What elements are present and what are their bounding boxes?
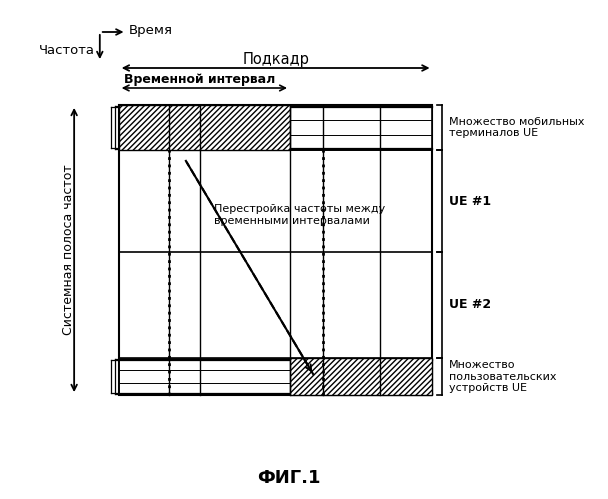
Bar bbox=[119, 358, 432, 370]
Text: ФИГ.1: ФИГ.1 bbox=[257, 469, 320, 487]
Text: Множество мобильных
терминалов UE: Множество мобильных терминалов UE bbox=[449, 117, 584, 138]
Text: UE #2: UE #2 bbox=[449, 298, 491, 311]
Text: Множество
пользовательских
устройств UE: Множество пользовательских устройств UE bbox=[449, 360, 556, 393]
Bar bbox=[119, 105, 432, 395]
Bar bbox=[119, 358, 432, 395]
Bar bbox=[290, 358, 432, 395]
Bar bbox=[119, 370, 432, 383]
Text: UE #1: UE #1 bbox=[449, 195, 491, 208]
Text: Время: Время bbox=[128, 23, 172, 36]
Text: Системная полоса частот: Системная полоса частот bbox=[62, 165, 75, 335]
Bar bbox=[119, 105, 432, 150]
Text: Частота: Частота bbox=[39, 43, 95, 56]
Text: Перестройка частоты между
временными интервалами: Перестройка частоты между временными инт… bbox=[214, 204, 385, 226]
Bar bbox=[119, 120, 432, 135]
Bar bbox=[119, 135, 432, 150]
Text: Временной интервал: Временной интервал bbox=[123, 73, 275, 86]
Text: Подкадр: Подкадр bbox=[242, 52, 309, 67]
Bar bbox=[119, 105, 290, 150]
Bar bbox=[119, 383, 432, 395]
Bar bbox=[119, 105, 432, 120]
